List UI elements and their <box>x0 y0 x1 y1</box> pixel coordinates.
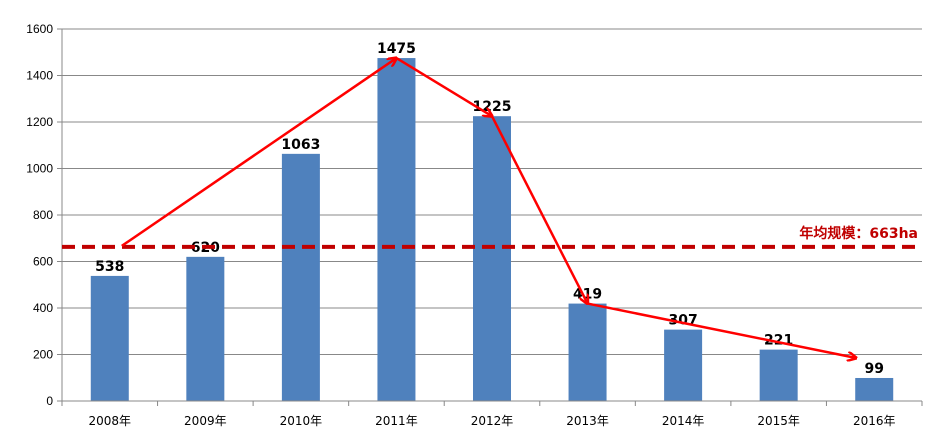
x-tick-label: 2008年 <box>89 414 132 428</box>
y-axis: 0 200 400 600 800 1000 1200 1400 1600 <box>26 22 62 408</box>
y-tick-label: 1000 <box>26 162 53 176</box>
bar <box>664 329 703 401</box>
bar <box>759 349 798 401</box>
bar <box>473 116 511 401</box>
data-label: 1063 <box>281 137 320 153</box>
x-tick-label: 2013年 <box>566 414 609 428</box>
y-tick-label: 1200 <box>26 115 53 129</box>
bar <box>568 303 607 401</box>
data-label: 538 <box>95 259 124 275</box>
y-tick-label: 1600 <box>26 22 53 36</box>
data-label: 1475 <box>377 41 416 57</box>
bars <box>90 58 894 401</box>
bar <box>855 377 894 401</box>
x-tick-label: 2016年 <box>853 414 896 428</box>
x-tick-label: 2009年 <box>184 414 227 428</box>
bar <box>186 256 225 401</box>
x-tick-label: 2014年 <box>662 414 705 428</box>
trend-arrow <box>121 58 397 247</box>
data-label: 99 <box>864 361 883 377</box>
x-tick-label: 2015年 <box>757 414 800 428</box>
trend-arrows <box>121 56 857 358</box>
x-tick-label: 2012年 <box>471 414 514 428</box>
y-tick-label: 400 <box>33 301 53 315</box>
trend-arrow <box>490 115 588 303</box>
trend-arrow <box>395 56 492 116</box>
data-label: 419 <box>573 287 602 303</box>
bar <box>281 153 320 401</box>
y-tick-label: 1400 <box>26 69 53 83</box>
y-tick-label: 600 <box>33 255 53 269</box>
trend-arrow <box>587 302 857 358</box>
average-line-label: 年均规模：663ha <box>799 225 918 242</box>
y-tick-label: 200 <box>33 348 53 362</box>
y-tick-label: 0 <box>46 394 53 408</box>
x-tick-label: 2011年 <box>375 414 418 428</box>
x-tick-label: 2010年 <box>280 414 323 428</box>
average-reference-line: 年均规模：663ha <box>62 225 922 249</box>
x-axis: 2008年 2009年 2010年 2011年 2012年 2013年 2014年 2015年… <box>89 414 896 428</box>
axes <box>61 29 923 406</box>
bar <box>377 58 416 401</box>
y-tick-label: 800 <box>33 208 53 222</box>
bar <box>90 275 129 401</box>
